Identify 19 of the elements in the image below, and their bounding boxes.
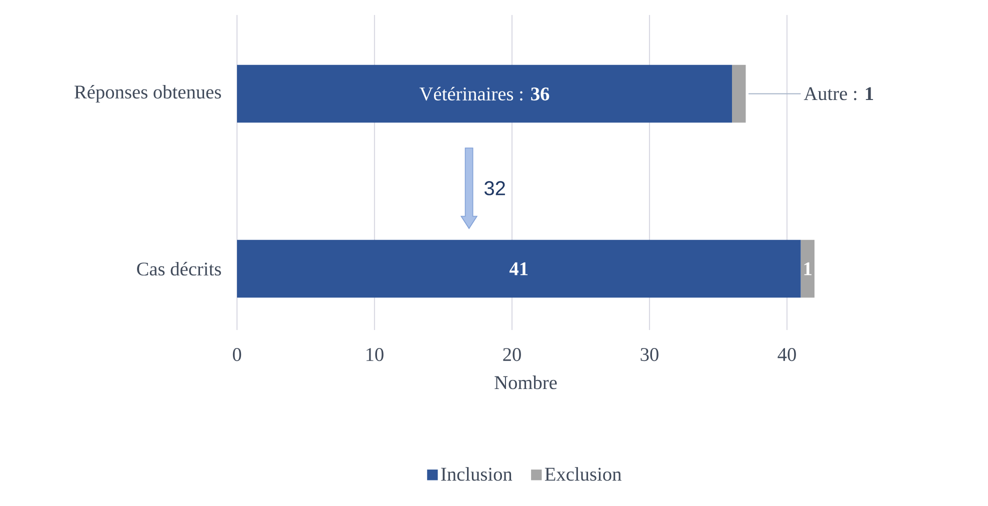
data-label: 41 <box>509 262 528 276</box>
bar <box>800 240 814 298</box>
legend-label: Inclusion <box>441 467 512 481</box>
x-tick-label: 0 <box>232 348 242 362</box>
data-label: Vétérinaires : 36 <box>419 86 550 101</box>
bar <box>237 64 732 123</box>
x-tick-label: 40 <box>778 348 796 362</box>
bar <box>732 64 746 123</box>
x-tick-label: 10 <box>366 348 384 362</box>
x-axis-title: Nombre <box>494 376 557 390</box>
y-tick-label: Cas décrits <box>137 262 221 276</box>
data-label: Autre : 1 <box>804 87 874 100</box>
data-label: 1 <box>804 262 812 276</box>
annotation: 32 <box>484 181 505 196</box>
y-tick-label: Réponses obtenues <box>74 84 221 103</box>
bar <box>237 240 801 298</box>
x-tick-label: 20 <box>503 348 521 362</box>
x-tick-label: 30 <box>640 348 658 362</box>
legend-label: Exclusion <box>544 467 622 481</box>
